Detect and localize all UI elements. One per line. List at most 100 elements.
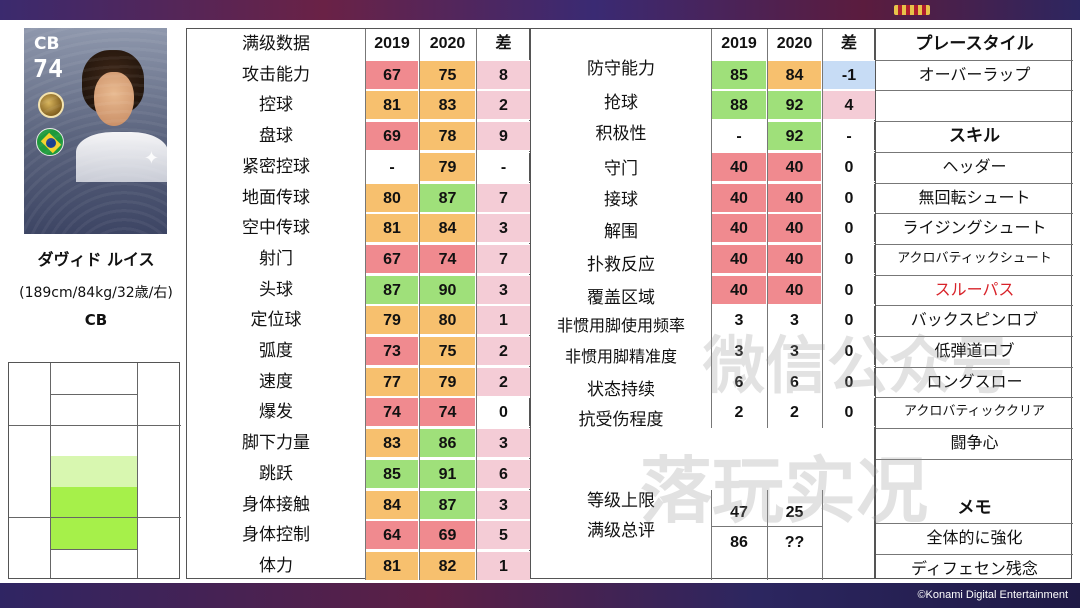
stat-diff: 4 [822,90,876,120]
skill-item: 闘争心 [950,433,999,452]
stat-diff: 0 [822,367,876,397]
skill-item: スルーパス [934,280,1015,299]
column-divider [767,490,768,580]
stat-2020: 80 [419,305,476,335]
stat-label: 覆盖区域 [587,288,655,308]
summary-2019: 47 [730,504,748,521]
stat-2020: 2 [767,397,822,427]
stat-2020: 74 [419,397,476,427]
stats-table-left: 满级数据 2019 2020 差攻击能力 67 75 8 控球 81 83 2 盘球 69 78 9 紧密控球… [186,28,531,581]
player-card[interactable]: CB 74 ✦ [24,28,167,234]
stat-diff: -1 [822,60,876,90]
stat-label: 状态持续 [587,380,655,400]
header-2019: 2019 [374,35,410,52]
row-divider [876,367,1073,368]
summary-2020: ?? [784,534,805,551]
stat-label: 抗受伤程度 [578,410,664,430]
position-map [8,362,181,579]
player-info: (189cm/84kg/32歳/右) [19,285,173,301]
stat-2019: 3 [711,336,767,366]
summary-2019: 86 [730,534,748,551]
medal-icon [38,92,64,118]
stat-label: 身体接触 [242,495,310,515]
stat-2020: 74 [419,244,476,274]
stat-label: 非惯用脚精准度 [564,347,677,366]
stat-2020: 75 [419,60,476,90]
player-name: ダヴィド ルイス [37,250,155,269]
stat-diff: 5 [476,520,531,550]
club-crest-icon [894,5,930,15]
stat-diff: 8 [476,60,531,90]
stat-2020: 40 [767,152,822,182]
player-portrait [76,50,167,234]
stat-diff: 2 [476,336,531,366]
stat-label: 抢球 [604,93,638,113]
playstyle-skills-table: プレースタイル オーバーラップ スキル ヘッダー 無回転シュート ライジングシュート アクロ… [875,28,1073,579]
stat-label: 接球 [604,190,638,210]
skill-item: 無回転シュート [918,188,1031,207]
stat-2019: 3 [711,305,767,335]
stat-2020: 87 [419,183,476,213]
zone-light [50,456,137,487]
stat-label: 身体控制 [242,525,310,545]
stat-diff: 0 [822,305,876,335]
top-banner [0,0,1080,20]
row-divider [876,305,1073,306]
row-divider [876,554,1073,555]
player-position: CB [84,311,108,329]
row-divider [876,213,1073,214]
stat-2020: 75 [419,336,476,366]
stat-label: 地面传球 [242,188,310,208]
stat-diff: - [476,152,531,182]
column-divider [822,490,823,580]
stat-2020: 82 [419,551,476,581]
stat-2019: 40 [711,275,767,305]
brazil-flag-icon [36,128,64,156]
stat-diff: 1 [476,551,531,581]
stat-diff: 0 [822,152,876,182]
stat-2020: 40 [767,275,822,305]
skill-item: 低弾道ロブ [934,341,1015,360]
memo-item: ディフェセン残念 [911,559,1038,578]
stat-2020: 79 [419,152,476,182]
stat-diff: 0 [822,336,876,366]
stat-diff: 0 [476,397,531,427]
card-rating: 74 [33,54,64,83]
row-divider [876,152,1073,153]
column-divider [711,29,712,428]
stat-2020: 69 [419,520,476,550]
stat-label: 盘球 [259,126,293,146]
stat-label: 紧密控球 [242,157,310,177]
stat-2020: 90 [419,275,476,305]
stat-diff: 0 [822,275,876,305]
stat-label: 积极性 [595,124,647,144]
stat-label: 跳跃 [259,464,293,484]
map-line [137,363,138,578]
stat-2020: 3 [767,336,822,366]
stat-label: 防守能力 [587,59,655,79]
stat-label: 爆发 [259,402,293,422]
stat-label: 头球 [259,280,293,300]
stat-2020: 3 [767,305,822,335]
stat-label: 解围 [604,222,638,242]
stat-2019: 84 [365,490,419,520]
stat-2019: 77 [365,367,419,397]
map-line [9,425,181,426]
stat-2019: 83 [365,428,419,458]
skill-item: ライジングシュート [902,218,1047,237]
map-line [50,394,137,395]
skill-item: ロングスロー [926,372,1023,391]
map-line [9,517,181,518]
map-line [50,549,137,550]
stat-diff: 3 [476,275,531,305]
summary-2020: 25 [785,504,804,521]
stat-2019: 81 [365,90,419,120]
stat-label: 体力 [259,556,293,576]
stat-2020: 40 [767,213,822,243]
row-divider [876,275,1073,276]
stat-2019: 88 [711,90,767,120]
stat-2019: 81 [365,213,419,243]
stat-label: 定位球 [250,310,302,330]
stat-diff: 3 [476,490,531,520]
stat-2019: 40 [711,244,767,274]
